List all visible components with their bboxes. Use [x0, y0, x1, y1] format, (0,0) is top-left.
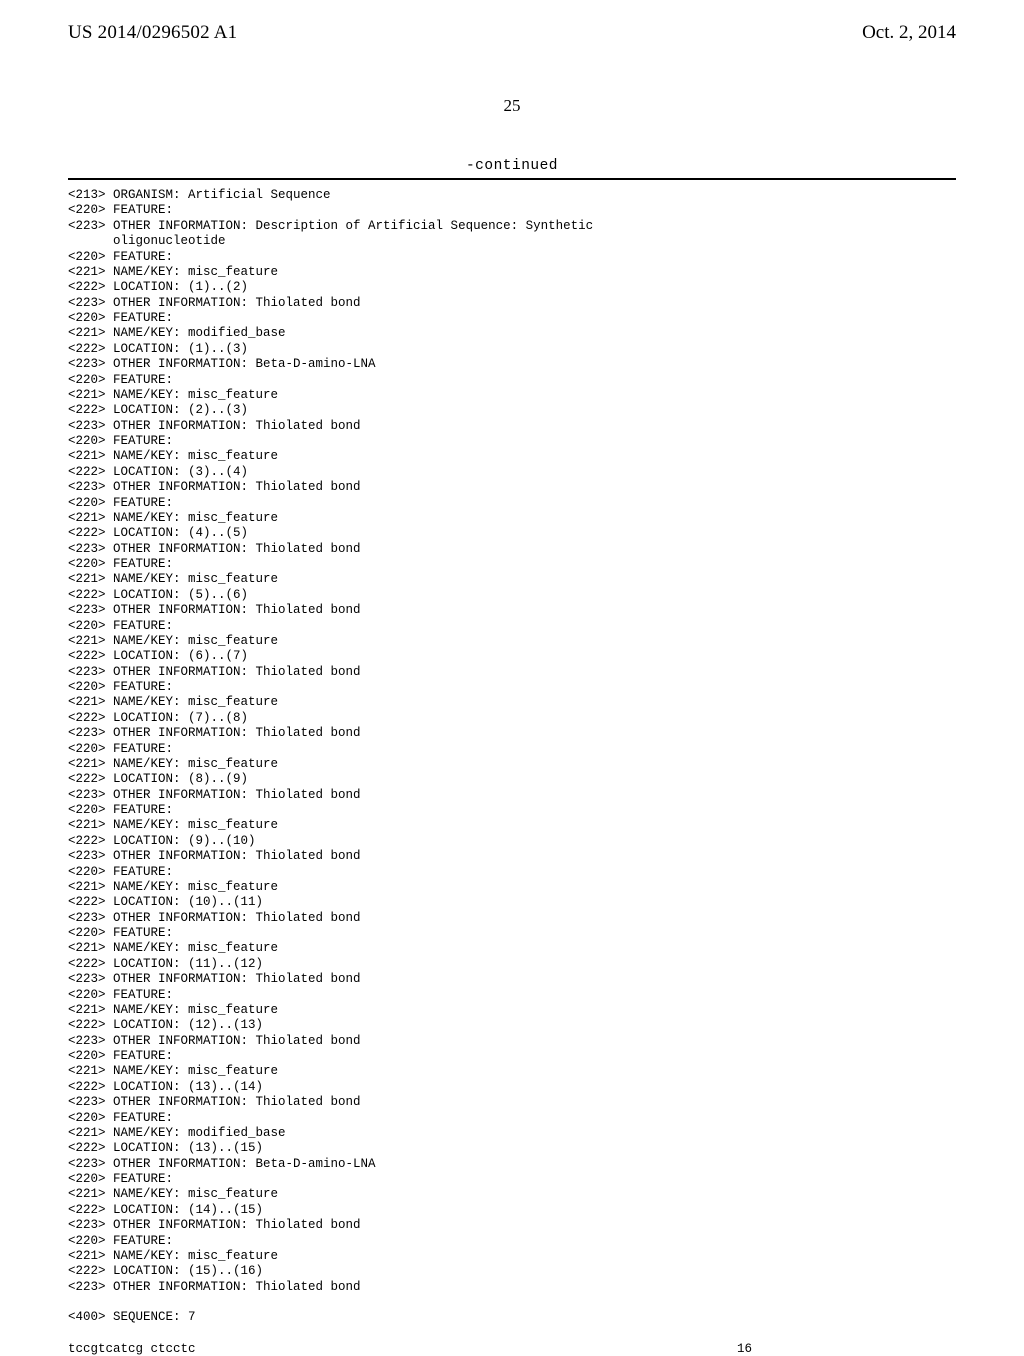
continued-label: -continued: [466, 158, 558, 174]
continued-label-wrap: -continued: [68, 156, 956, 174]
sequence-listing: <213> ORGANISM: Artificial Sequence <220…: [68, 188, 956, 1326]
section-rule: [68, 178, 956, 180]
publication-date: Oct. 2, 2014: [862, 22, 956, 44]
publication-number: US 2014/0296502 A1: [68, 22, 237, 44]
page-header: US 2014/0296502 A1 Oct. 2, 2014: [68, 0, 956, 52]
sequence-row: tccgtcatcg ctcctc 16: [68, 1342, 752, 1356]
page: US 2014/0296502 A1 Oct. 2, 2014 25 -cont…: [0, 0, 1024, 1320]
sequence-bases: tccgtcatcg ctcctc: [68, 1342, 196, 1356]
page-number: 25: [68, 96, 956, 116]
sequence-length: 16: [737, 1342, 752, 1356]
